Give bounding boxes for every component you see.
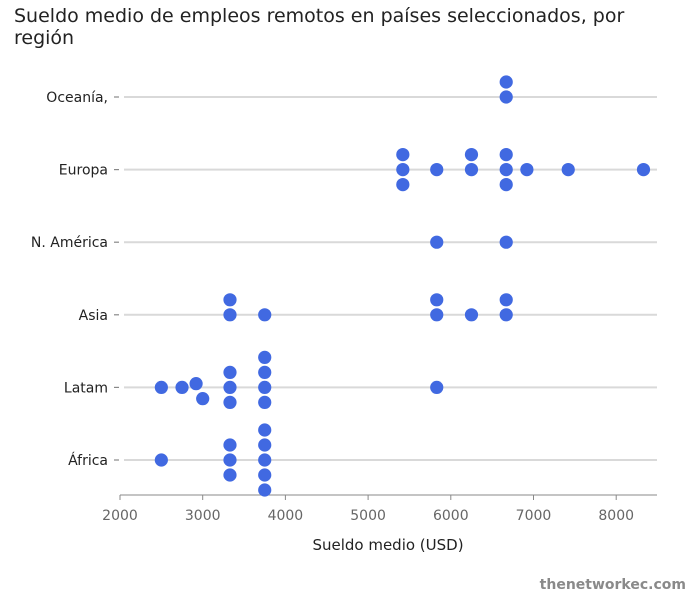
data-point (499, 308, 513, 322)
data-point (499, 148, 513, 162)
y-tick-label: Europa (59, 163, 108, 179)
data-point (196, 392, 210, 406)
data-point (258, 423, 272, 437)
data-point (396, 163, 410, 177)
y-tick-label: África (68, 452, 108, 469)
gridlines (124, 96, 657, 461)
data-point (223, 395, 237, 409)
data-point (258, 350, 272, 364)
y-tick-label: Latam (64, 380, 108, 396)
data-point (223, 380, 237, 394)
x-tick-label: 3000 (185, 508, 221, 524)
data-point (175, 380, 189, 394)
data-point (430, 163, 444, 177)
x-tick-label: 7000 (516, 508, 552, 524)
data-point (258, 468, 272, 482)
data-point (223, 438, 237, 452)
x-tick-label: 6000 (433, 508, 469, 524)
data-point (189, 377, 203, 391)
data-point (258, 438, 272, 452)
y-axis: Oceanía, Europa N. América Asia Latam África (31, 90, 119, 469)
data-point (499, 163, 513, 177)
data-point (430, 235, 444, 249)
data-point (430, 293, 444, 307)
data-point (154, 380, 168, 394)
data-point (396, 178, 410, 192)
data-point (258, 308, 272, 322)
x-tick-label: 4000 (268, 508, 304, 524)
data-point (258, 365, 272, 379)
data-point (636, 163, 651, 177)
data-point (464, 308, 479, 322)
data-point (223, 453, 237, 467)
data-point (499, 90, 513, 104)
y-tick-label: Oceanía, (46, 90, 108, 106)
y-tick-label: N. América (31, 235, 108, 251)
data-point (499, 178, 513, 192)
data-point (464, 148, 479, 162)
data-points (154, 75, 651, 497)
data-point (258, 453, 272, 467)
data-point (223, 293, 237, 307)
data-point (223, 365, 237, 379)
source-credit: thenetworkec.com (539, 577, 686, 593)
x-tick-label: 2000 (102, 508, 138, 524)
data-point (430, 308, 444, 322)
data-point (258, 395, 272, 409)
data-point (430, 380, 444, 394)
data-point (258, 380, 272, 394)
x-tick-label: 5000 (350, 508, 386, 524)
data-point (154, 453, 168, 467)
data-point (258, 483, 272, 497)
y-tick-label: Asia (79, 308, 108, 324)
data-point (396, 148, 410, 162)
chart-title: Sueldo medio de empleos remotos en paíse… (14, 5, 625, 49)
data-point (223, 468, 237, 482)
data-point (561, 163, 575, 177)
data-point (499, 235, 513, 249)
data-point (464, 163, 479, 177)
data-point (223, 308, 237, 322)
data-point (499, 293, 513, 307)
x-axis: 2000 3000 4000 5000 6000 7000 8000 (102, 494, 657, 524)
x-axis-label: Sueldo medio (USD) (312, 536, 463, 554)
data-point (499, 75, 513, 89)
x-tick-label: 8000 (598, 508, 634, 524)
data-point (520, 163, 534, 177)
